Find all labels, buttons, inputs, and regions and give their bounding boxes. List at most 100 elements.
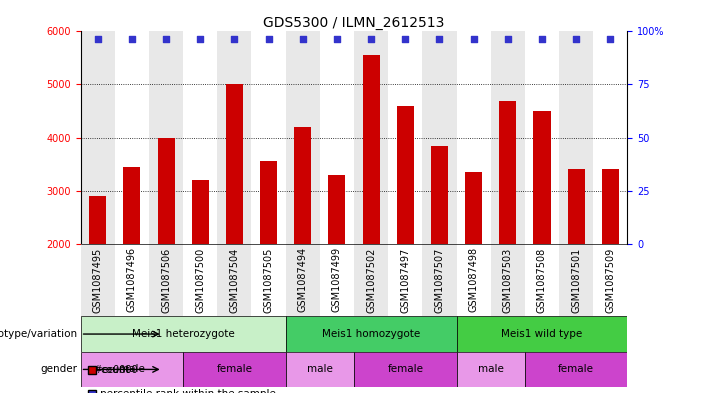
Bar	[388, 31, 422, 244]
Bar	[568, 169, 585, 244]
Bar	[81, 352, 183, 387]
Bar	[465, 172, 482, 244]
Bar	[81, 31, 115, 244]
Bar	[491, 244, 525, 316]
Bar	[149, 31, 183, 244]
Bar	[354, 31, 388, 244]
Bar	[525, 244, 559, 316]
Text: GSM1087500: GSM1087500	[195, 247, 205, 312]
Bar	[328, 174, 346, 244]
Point	[605, 36, 616, 42]
Bar	[115, 244, 149, 316]
Bar	[123, 167, 140, 244]
Point	[536, 36, 547, 42]
Point	[571, 36, 582, 42]
Point	[468, 36, 479, 42]
Text: GSM1087507: GSM1087507	[435, 247, 444, 313]
Point	[332, 36, 343, 42]
Point	[195, 36, 206, 42]
Text: GSM1087505: GSM1087505	[264, 247, 273, 313]
Text: genotype/variation: genotype/variation	[0, 329, 77, 339]
Text: percentile rank within the sample: percentile rank within the sample	[100, 389, 276, 393]
Text: gender: gender	[40, 364, 77, 375]
Text: GSM1087497: GSM1087497	[400, 247, 410, 312]
Bar	[593, 31, 627, 244]
Bar	[183, 244, 217, 316]
Bar	[286, 244, 320, 316]
Bar	[525, 352, 627, 387]
Bar	[388, 244, 422, 316]
Bar	[456, 244, 491, 316]
Text: GSM1087498: GSM1087498	[468, 247, 479, 312]
Bar	[183, 352, 286, 387]
Bar	[320, 244, 354, 316]
Bar	[115, 31, 149, 244]
Point	[92, 36, 103, 42]
Bar	[533, 111, 550, 244]
Text: GSM1087499: GSM1087499	[332, 247, 342, 312]
Text: female: female	[387, 364, 423, 375]
Bar	[294, 127, 311, 244]
Text: GSM1087504: GSM1087504	[229, 247, 240, 312]
Point	[297, 36, 308, 42]
Text: GSM1087502: GSM1087502	[366, 247, 376, 313]
Bar	[81, 244, 115, 316]
Bar	[252, 244, 286, 316]
Text: GSM1087503: GSM1087503	[503, 247, 513, 312]
Bar	[593, 244, 627, 316]
Point	[263, 36, 274, 42]
Bar	[286, 31, 320, 244]
Bar	[422, 31, 456, 244]
Text: GSM1087506: GSM1087506	[161, 247, 171, 312]
Bar	[456, 352, 525, 387]
Bar	[149, 244, 183, 316]
Point	[365, 36, 376, 42]
Text: count: count	[100, 365, 130, 375]
Text: female: female	[217, 364, 252, 375]
Bar	[456, 31, 491, 244]
Text: female: female	[558, 364, 594, 375]
Bar	[559, 31, 593, 244]
Text: male: male	[307, 364, 333, 375]
Bar	[191, 180, 209, 244]
Bar	[456, 316, 627, 352]
Text: GSM1087496: GSM1087496	[127, 247, 137, 312]
Text: GSM1087494: GSM1087494	[298, 247, 308, 312]
Point	[434, 36, 445, 42]
Text: Meis1 wild type: Meis1 wild type	[501, 329, 583, 339]
Bar	[217, 31, 252, 244]
Bar	[158, 138, 175, 244]
Bar	[89, 196, 107, 244]
Bar	[431, 145, 448, 244]
Text: #cc0000: #cc0000	[88, 365, 137, 375]
Point	[502, 36, 513, 42]
Text: Meis1 homozygote: Meis1 homozygote	[322, 329, 420, 339]
Bar	[525, 31, 559, 244]
Bar	[397, 106, 414, 244]
Point	[161, 36, 172, 42]
Point	[400, 36, 411, 42]
Bar	[354, 352, 456, 387]
Bar	[81, 316, 286, 352]
Bar	[499, 101, 517, 244]
Text: GSM1087509: GSM1087509	[605, 247, 615, 312]
Text: male: male	[478, 364, 503, 375]
Bar	[601, 169, 619, 244]
Text: male: male	[119, 364, 145, 375]
Text: GSM1087501: GSM1087501	[571, 247, 581, 312]
Bar	[260, 162, 277, 244]
Bar	[320, 31, 354, 244]
Bar	[183, 31, 217, 244]
Text: GSM1087495: GSM1087495	[93, 247, 103, 312]
Bar	[286, 316, 456, 352]
Bar	[217, 244, 252, 316]
Text: Meis1 heterozygote: Meis1 heterozygote	[132, 329, 235, 339]
Bar	[354, 244, 388, 316]
Point	[126, 36, 137, 42]
Bar	[286, 352, 354, 387]
Bar	[252, 31, 286, 244]
Title: GDS5300 / ILMN_2612513: GDS5300 / ILMN_2612513	[264, 17, 444, 30]
Text: GSM1087508: GSM1087508	[537, 247, 547, 312]
Bar	[422, 244, 456, 316]
Point	[229, 36, 240, 42]
